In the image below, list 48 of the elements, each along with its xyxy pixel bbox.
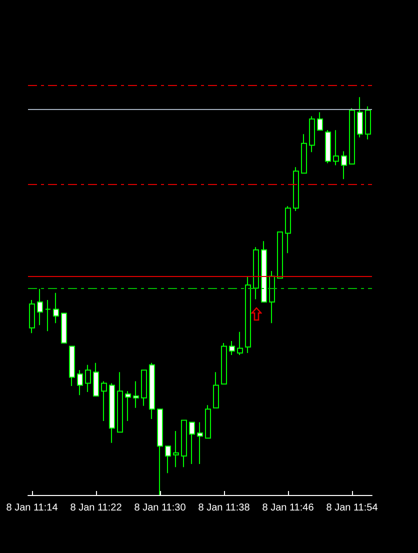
candlestick	[53, 292, 59, 324]
x-tick-label: 8 Jan 11:30	[134, 502, 186, 514]
candlestick	[213, 372, 219, 408]
candlestick	[333, 130, 339, 166]
candlestick	[261, 240, 267, 303]
candlestick	[365, 106, 371, 140]
candlestick	[29, 300, 35, 334]
candlestick	[341, 150, 347, 180]
candlestick	[237, 331, 243, 356]
candlestick	[69, 346, 75, 386]
candlestick	[101, 380, 107, 422]
candlestick	[173, 430, 179, 468]
x-tick-label: 8 Jan 11:38	[198, 502, 250, 514]
candlestick	[149, 362, 155, 420]
candlestick	[229, 340, 235, 356]
candlestick	[133, 380, 139, 408]
candlestick	[317, 112, 323, 131]
x-tick-label: 8 Jan 11:14	[6, 502, 58, 514]
candlestick	[277, 232, 283, 279]
candlestick	[117, 372, 123, 433]
candlestick	[109, 382, 115, 444]
candlestick	[325, 130, 331, 164]
candlestick	[197, 422, 203, 464]
candlestick	[45, 300, 51, 332]
candlestick	[85, 364, 91, 392]
candlestick	[205, 404, 211, 439]
candlestick	[165, 446, 171, 474]
candlestick	[61, 312, 67, 344]
candlestick	[141, 370, 147, 406]
candlestick	[253, 246, 259, 300]
candlestick	[125, 390, 131, 422]
candlestick	[349, 108, 355, 165]
x-tick-label: 8 Jan 11:46	[262, 502, 314, 514]
candlestick	[293, 166, 299, 212]
candlestick	[285, 206, 291, 254]
candlestick	[181, 420, 187, 468]
candlestick	[37, 288, 43, 326]
candlestick	[245, 276, 251, 354]
candlestick	[93, 362, 99, 396]
candlestick	[189, 422, 195, 464]
candlestick	[309, 116, 315, 153]
x-tick-label: 8 Jan 11:22	[70, 502, 122, 514]
candlestick	[301, 134, 307, 174]
x-tick-label: 8 Jan 11:54	[326, 502, 378, 514]
candlestick	[221, 342, 227, 385]
candlestick	[269, 270, 275, 324]
candlestick	[77, 370, 83, 396]
candlestick	[357, 96, 363, 138]
